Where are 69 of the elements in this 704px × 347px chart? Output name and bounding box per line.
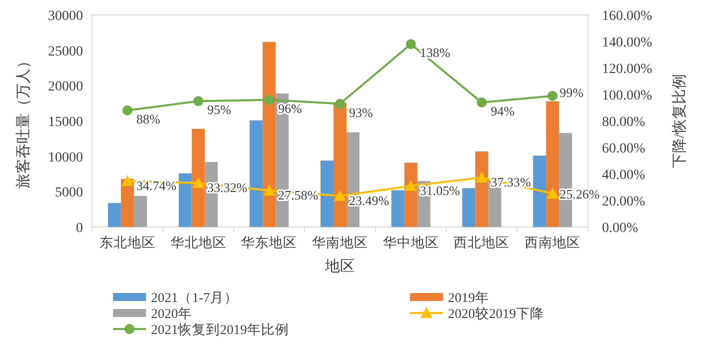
y-axis-title: 旅客吞吐量（万人） (15, 54, 32, 188)
y2-tick-label: 100.00% (602, 88, 652, 104)
bar (262, 42, 276, 227)
bar (462, 188, 476, 227)
y2-tick-label: 60.00% (602, 142, 646, 156)
bar (391, 190, 404, 227)
data-label: 99% (560, 84, 584, 100)
data-label: 96% (278, 100, 302, 116)
data-label: 23.49% (349, 192, 390, 208)
legend-label: 2019年 (448, 290, 489, 305)
point (476, 97, 487, 108)
point (404, 180, 417, 191)
point (546, 188, 559, 199)
y-tick-label: 30000 (48, 9, 83, 24)
point (476, 172, 488, 183)
data-label: 94% (490, 103, 515, 118)
data-label: 93% (349, 104, 373, 120)
y2-tick-label: 40.00% (602, 168, 646, 183)
data-label: 34.74% (136, 178, 177, 193)
data-label: 25.26% (560, 186, 600, 202)
point (193, 96, 204, 106)
y-tick-label: 5000 (55, 186, 83, 201)
y2-tick-label: 20.00% (602, 194, 646, 210)
y2-tick-label: 0.00% (602, 221, 638, 236)
legend-label: 2021（1-7月） (151, 290, 238, 305)
point (264, 94, 274, 105)
y-tick-label: 25000 (48, 44, 83, 60)
bar (192, 128, 205, 227)
bar (250, 120, 263, 227)
bar (334, 102, 346, 227)
point (121, 174, 134, 186)
point (406, 39, 416, 50)
point (192, 176, 204, 188)
y2-tick-label: 120.00% (602, 62, 652, 77)
point (548, 90, 558, 101)
y-tick-label: 0 (76, 221, 83, 236)
x-tick-label: 西南地区 (524, 235, 581, 250)
x-tick-label: 西北地区 (454, 235, 510, 250)
point (334, 190, 346, 201)
data-label: 88% (136, 111, 160, 126)
data-label: 31.05% (420, 182, 460, 198)
y-tick-label: 20000 (48, 80, 83, 95)
x-tick-label: 华南地区 (312, 235, 368, 250)
bar (533, 156, 546, 227)
legend-label: 2020较2019下降 (448, 306, 544, 321)
legend-label: 2021恢复到2019年比例 (151, 322, 289, 337)
bar (546, 101, 560, 227)
point (122, 105, 132, 116)
y2-tick-label: 140.00% (602, 36, 652, 50)
bar (134, 196, 147, 227)
point (335, 98, 345, 109)
bar (475, 151, 488, 227)
y2-tick-label: 80.00% (602, 115, 646, 130)
point (263, 184, 276, 196)
legend-label: 2020年 (151, 306, 192, 321)
x-tick-label: 华中地区 (382, 235, 439, 250)
y-tick-label: 15000 (48, 115, 83, 130)
data-label: 138% (420, 45, 450, 60)
bar (108, 202, 121, 227)
x-tick-label: 华东地区 (241, 235, 298, 250)
bar (178, 173, 192, 227)
y-tick-label: 10000 (48, 150, 83, 166)
y2-tick-label: 160.00% (602, 9, 652, 24)
x-tick-label: 东北地区 (99, 235, 156, 250)
y2-axis-title: 下降/恢复比例 (671, 74, 688, 168)
x-axis-title: 地区 (324, 258, 355, 275)
x-tick-label: 华北地区 (170, 235, 226, 250)
bar (320, 160, 334, 227)
data-label: 95% (207, 102, 232, 118)
